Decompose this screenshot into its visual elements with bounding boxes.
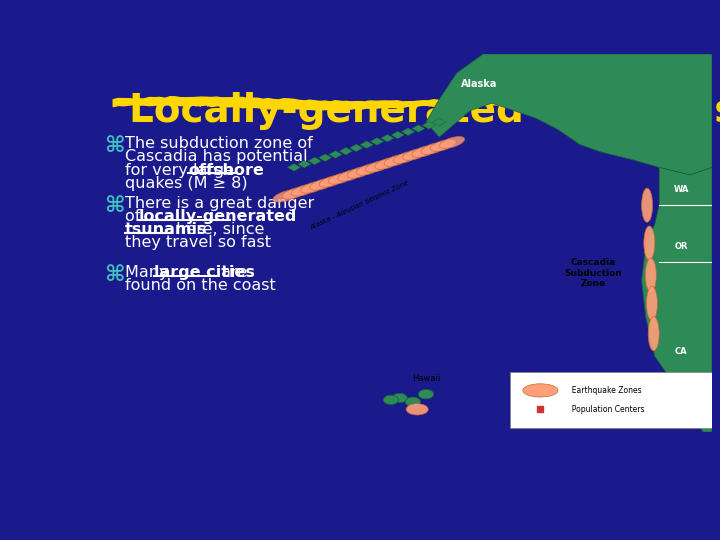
Text: Cascadia
Subduction
Zone: Cascadia Subduction Zone	[564, 258, 622, 288]
Polygon shape	[360, 141, 373, 148]
Ellipse shape	[418, 389, 433, 399]
Text: found on the coast: found on the coast	[125, 278, 276, 293]
Polygon shape	[426, 54, 712, 175]
Text: ⌘: ⌘	[104, 195, 125, 215]
Ellipse shape	[292, 184, 317, 196]
Polygon shape	[402, 128, 415, 136]
Ellipse shape	[647, 286, 657, 321]
Ellipse shape	[347, 166, 372, 178]
Text: Alaska: Alaska	[461, 79, 497, 89]
Text: OR: OR	[675, 241, 688, 251]
Polygon shape	[350, 144, 363, 152]
Ellipse shape	[356, 163, 382, 176]
Polygon shape	[370, 138, 384, 145]
Text: Many: Many	[125, 265, 174, 280]
Polygon shape	[433, 118, 446, 126]
Ellipse shape	[383, 395, 398, 404]
Ellipse shape	[648, 316, 660, 351]
Text: large cities: large cities	[153, 265, 254, 280]
Text: they travel so fast: they travel so fast	[125, 235, 271, 250]
Text: WA: WA	[673, 185, 689, 194]
Ellipse shape	[273, 190, 298, 202]
Text: here, since: here, since	[171, 222, 265, 237]
Ellipse shape	[523, 384, 558, 397]
Ellipse shape	[405, 397, 420, 407]
Polygon shape	[298, 160, 311, 168]
Ellipse shape	[392, 393, 408, 403]
Text: of: of	[125, 209, 145, 224]
Ellipse shape	[645, 258, 657, 292]
Polygon shape	[113, 97, 625, 110]
Text: ⌘: ⌘	[104, 137, 125, 157]
Ellipse shape	[431, 139, 456, 151]
Polygon shape	[381, 134, 394, 142]
Text: offshore: offshore	[189, 163, 264, 178]
Ellipse shape	[402, 148, 428, 160]
Polygon shape	[422, 122, 436, 129]
Ellipse shape	[328, 172, 354, 184]
FancyBboxPatch shape	[510, 372, 712, 428]
Text: locally-generated: locally-generated	[139, 209, 297, 224]
Polygon shape	[308, 157, 321, 165]
Text: Hawaii: Hawaii	[412, 374, 440, 383]
Ellipse shape	[310, 178, 335, 190]
Ellipse shape	[319, 176, 344, 187]
Text: quakes (M ≥ 8): quakes (M ≥ 8)	[125, 176, 248, 191]
Text: CA: CA	[675, 347, 688, 356]
Text: Earthquake Zones: Earthquake Zones	[567, 386, 642, 395]
Ellipse shape	[644, 226, 654, 260]
Ellipse shape	[412, 145, 437, 157]
Polygon shape	[339, 147, 353, 155]
Ellipse shape	[406, 403, 428, 415]
Polygon shape	[329, 151, 342, 158]
Text: ⌘: ⌘	[104, 265, 125, 285]
Text: are: are	[216, 265, 248, 280]
Ellipse shape	[384, 154, 409, 166]
Ellipse shape	[301, 181, 325, 193]
Polygon shape	[642, 167, 712, 432]
Text: Population Centers: Population Centers	[567, 405, 644, 414]
Text: Alaska - Aleutian Seismic Zone: Alaska - Aleutian Seismic Zone	[310, 180, 410, 231]
Ellipse shape	[282, 187, 307, 199]
Ellipse shape	[393, 151, 418, 163]
Polygon shape	[391, 131, 405, 139]
Text: Locally-generated tsunamis: Locally-generated tsunamis	[129, 92, 720, 130]
Polygon shape	[318, 154, 332, 161]
Ellipse shape	[421, 143, 446, 154]
Ellipse shape	[642, 188, 652, 222]
Ellipse shape	[375, 157, 400, 169]
Ellipse shape	[338, 170, 363, 181]
Ellipse shape	[440, 137, 464, 148]
Text: tsunamis: tsunamis	[125, 222, 207, 237]
Polygon shape	[412, 125, 425, 132]
Text: Cascadia has potential: Cascadia has potential	[125, 150, 307, 165]
Polygon shape	[287, 164, 301, 171]
Text: The subduction zone of: The subduction zone of	[125, 137, 312, 151]
Text: There is a great danger: There is a great danger	[125, 195, 314, 211]
Text: for very large: for very large	[125, 163, 239, 178]
Ellipse shape	[366, 160, 390, 172]
